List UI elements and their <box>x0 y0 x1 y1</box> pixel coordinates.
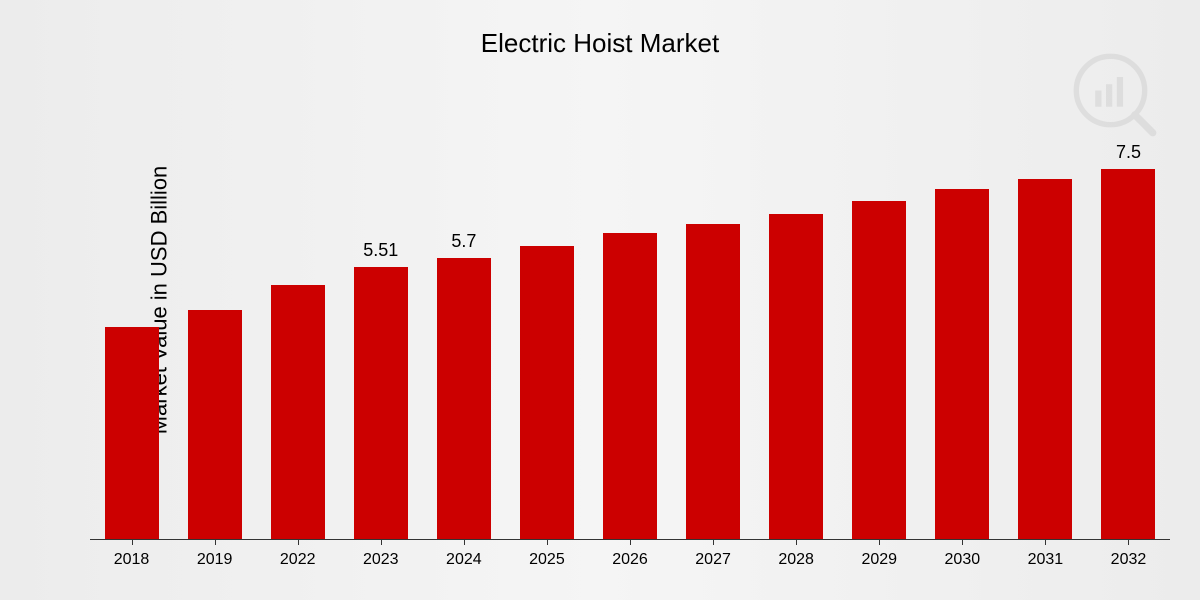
bar <box>188 310 242 539</box>
x-axis-label: 2022 <box>280 551 316 569</box>
bar-wrapper: 2019 <box>173 120 256 539</box>
bar-wrapper: 2028 <box>755 120 838 539</box>
bar-wrapper: 2027 <box>672 120 755 539</box>
x-axis-label: 2023 <box>363 551 399 569</box>
bar <box>520 246 574 539</box>
bar <box>1101 169 1155 539</box>
bar-value-label: 7.5 <box>1116 142 1141 163</box>
x-axis-label: 2018 <box>114 551 150 569</box>
bar <box>354 267 408 539</box>
bar <box>769 214 823 539</box>
x-axis-label: 2019 <box>197 551 233 569</box>
chart-container: Electric Hoist Market Market Value in US… <box>0 0 1200 600</box>
x-axis-label: 2026 <box>612 551 648 569</box>
bar <box>686 224 740 539</box>
bar-wrapper: 7.52032 <box>1087 120 1170 539</box>
bars-group: 2018201920225.5120235.720242025202620272… <box>90 120 1170 539</box>
x-axis-label: 2029 <box>861 551 897 569</box>
x-axis-label: 2032 <box>1111 551 1147 569</box>
x-tick <box>298 539 299 545</box>
chart-title: Electric Hoist Market <box>481 28 719 59</box>
bar <box>271 285 325 539</box>
x-tick <box>132 539 133 545</box>
x-tick <box>713 539 714 545</box>
bar-value-label: 5.51 <box>363 240 398 261</box>
bar-wrapper: 2022 <box>256 120 339 539</box>
x-axis-label: 2025 <box>529 551 565 569</box>
bar-wrapper: 2029 <box>838 120 921 539</box>
bar <box>852 201 906 539</box>
x-tick <box>879 539 880 545</box>
bar-wrapper: 2025 <box>505 120 588 539</box>
x-tick <box>1128 539 1129 545</box>
bar <box>603 233 657 539</box>
bar-wrapper: 2031 <box>1004 120 1087 539</box>
x-tick <box>215 539 216 545</box>
bar-wrapper: 2026 <box>588 120 671 539</box>
bar <box>105 327 159 539</box>
x-axis-label: 2027 <box>695 551 731 569</box>
x-tick <box>464 539 465 545</box>
x-axis-label: 2024 <box>446 551 482 569</box>
bar <box>437 258 491 539</box>
x-axis-label: 2031 <box>1028 551 1064 569</box>
x-tick <box>962 539 963 545</box>
x-tick <box>630 539 631 545</box>
x-axis-label: 2030 <box>945 551 981 569</box>
bar-wrapper: 2018 <box>90 120 173 539</box>
x-axis-label: 2028 <box>778 551 814 569</box>
bar-wrapper: 5.512023 <box>339 120 422 539</box>
bar <box>1018 179 1072 539</box>
bar-value-label: 5.7 <box>451 231 476 252</box>
x-tick <box>547 539 548 545</box>
x-tick <box>796 539 797 545</box>
plot-area: 2018201920225.5120235.720242025202620272… <box>90 120 1170 540</box>
bar-wrapper: 5.72024 <box>422 120 505 539</box>
bar-wrapper: 2030 <box>921 120 1004 539</box>
x-tick <box>1045 539 1046 545</box>
bar <box>935 189 989 539</box>
x-tick <box>381 539 382 545</box>
